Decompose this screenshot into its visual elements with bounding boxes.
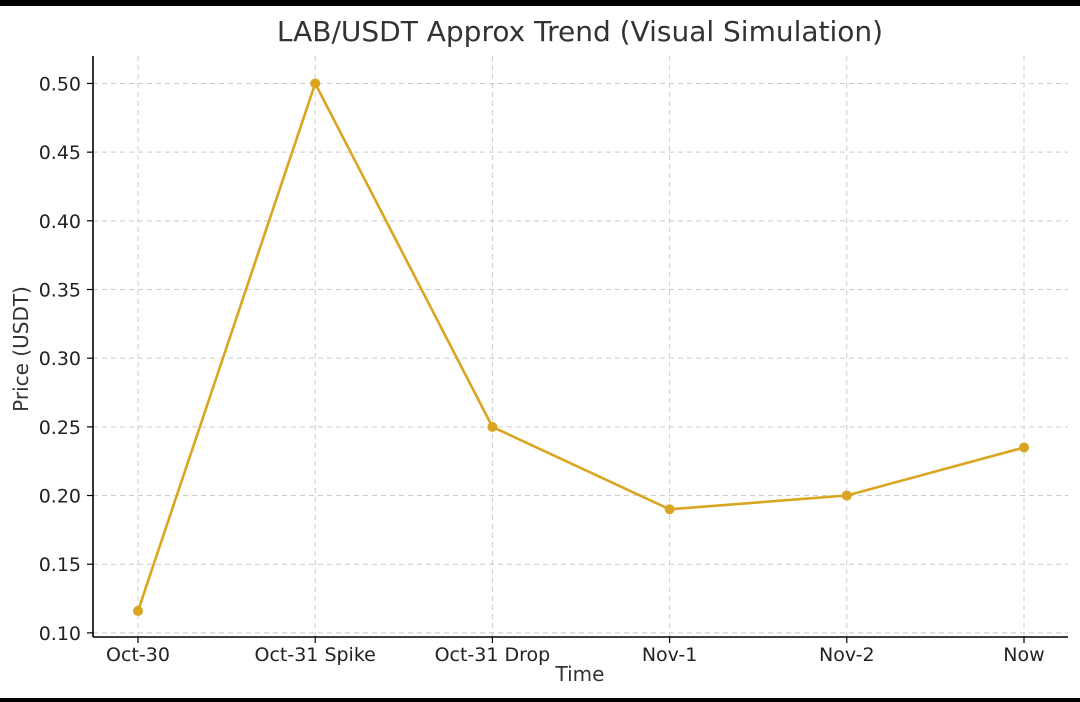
y-tick-label: 0.50 bbox=[39, 73, 81, 95]
y-tick-label: 0.10 bbox=[39, 623, 81, 645]
data-point bbox=[310, 78, 321, 89]
data-point bbox=[841, 490, 852, 501]
x-tick-label: Nov-2 bbox=[819, 644, 875, 666]
data-point bbox=[487, 421, 498, 432]
data-points bbox=[133, 78, 1029, 616]
data-point bbox=[133, 605, 143, 616]
x-tick-label: Oct-31 Spike bbox=[255, 644, 376, 666]
y-tick-label: 0.20 bbox=[39, 486, 81, 508]
data-point bbox=[1019, 442, 1029, 453]
series-line bbox=[136, 82, 1025, 612]
grid bbox=[93, 56, 1068, 637]
x-tick-label: Oct-30 bbox=[106, 644, 170, 666]
y-tick-label: 0.40 bbox=[39, 211, 81, 233]
x-tick-label: Nov-1 bbox=[642, 644, 698, 666]
x-ticks: Oct-30 Oct-31 Spike Oct-31 Drop Nov-1 Nov-2 N… bbox=[106, 637, 1045, 666]
line-chart: LAB/USDT Approx Trend (Visual Simulation… bbox=[9, 15, 1068, 686]
chart-frame: LAB/USDT Approx Trend (Visual Simulation… bbox=[0, 6, 1080, 698]
x-axis-label: Time bbox=[555, 662, 605, 686]
y-tick-label: 0.15 bbox=[39, 554, 81, 576]
y-tick-label: 0.30 bbox=[39, 348, 81, 370]
y-tick-label: 0.35 bbox=[39, 279, 81, 301]
x-tick-label: Now bbox=[1003, 644, 1044, 666]
y-axis-label: Price (USDT) bbox=[9, 286, 33, 412]
y-ticks: 0.10 0.15 0.20 0.25 0.30 0.35 0.40 0.45 0.50 bbox=[39, 73, 93, 645]
y-tick-label: 0.25 bbox=[39, 417, 81, 439]
y-tick-label: 0.45 bbox=[39, 142, 81, 164]
data-point bbox=[664, 504, 675, 515]
chart-title: LAB/USDT Approx Trend (Visual Simulation… bbox=[277, 15, 883, 48]
x-tick-label: Oct-31 Drop bbox=[435, 644, 551, 666]
